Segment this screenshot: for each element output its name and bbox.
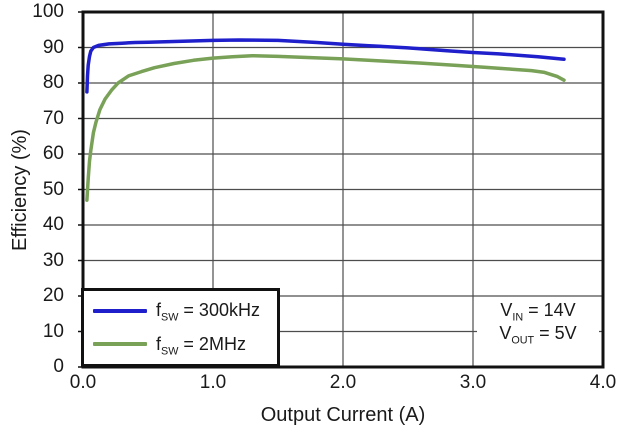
legend: fSW = 300kHz fSW = 2MHz: [81, 288, 280, 367]
y-tick-label: 0: [53, 356, 64, 377]
y-tick-label: 60: [42, 143, 64, 164]
legend-line-swatch-300khz: [93, 308, 147, 313]
y-tick-label: 50: [42, 178, 64, 200]
legend-item-2mhz: fSW = 2MHz: [93, 333, 273, 358]
y-tick-label: 100: [32, 1, 64, 22]
x-tick-label: 3.0: [459, 372, 487, 393]
y-tick-label: 10: [42, 320, 64, 342]
x-tick-label: 4.0: [589, 372, 617, 393]
legend-line-swatch-2mhz: [93, 342, 147, 347]
legend-label-300khz: fSW = 300kHz: [156, 300, 260, 324]
vin-value: VIN = 14V: [500, 300, 576, 324]
y-tick-label: 90: [42, 36, 64, 58]
y-tick-label: 80: [42, 72, 64, 93]
y-tick-label: 30: [42, 249, 64, 271]
legend-label-2mhz: fSW = 2MHz: [156, 333, 246, 358]
y-tick-label: 40: [42, 214, 64, 235]
x-tick-label: 2.0: [329, 372, 357, 393]
y-tick-label: 70: [42, 107, 64, 129]
y-tick-label: 20: [42, 285, 64, 306]
x-tick-label: 0.0: [69, 372, 97, 393]
legend-item-300khz: fSW = 300kHz: [93, 300, 273, 324]
operating-conditions: VIN = 14V VOUT = 5V: [477, 299, 599, 347]
x-axis-title: Output Current (A): [260, 404, 426, 426]
x-tick-label: 1.0: [199, 372, 227, 393]
vout-value: VOUT = 5V: [499, 323, 577, 347]
